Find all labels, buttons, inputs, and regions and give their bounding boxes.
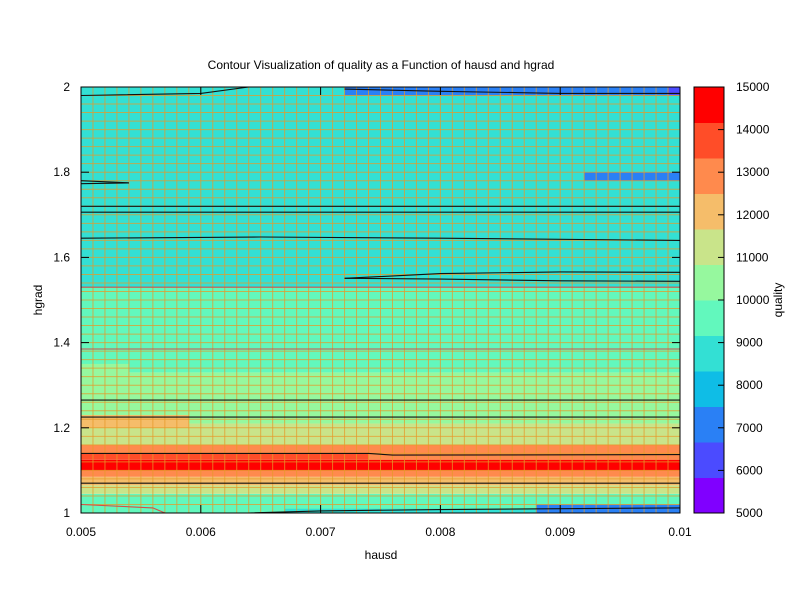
contour-line — [80, 236, 681, 241]
contour-line — [344, 277, 681, 282]
colorbar-tick-label: 15000 — [736, 80, 770, 94]
colorbar-tick-label: 10000 — [736, 293, 770, 307]
y-tick-label: 1.6 — [53, 250, 70, 264]
y-tick-label: 2 — [63, 80, 70, 94]
colorbar-swatch — [694, 442, 724, 478]
colorbar-swatch — [694, 300, 724, 336]
colorbar-swatch — [694, 335, 724, 372]
colorbar-swatch — [694, 122, 724, 159]
colorbar-swatch — [694, 158, 724, 194]
y-axis: 1 1.2 1.4 1.6 1.8 2 — [53, 80, 680, 520]
contour-line — [344, 271, 681, 279]
y-tick-label: 1.4 — [53, 336, 70, 350]
heatmap-patch — [81, 415, 189, 428]
plot-frame — [80, 86, 681, 514]
x-tick-label: 0.01 — [668, 525, 692, 539]
colorbar-swatch — [694, 371, 724, 407]
contour-line — [344, 88, 680, 94]
x-tick-label: 0.009 — [545, 525, 575, 539]
x-tick-label: 0.006 — [186, 525, 216, 539]
colorbar-tick-label: 7000 — [736, 421, 763, 435]
plot-grid — [81, 87, 680, 513]
chart-title: Contour Visualization of quality as a Fu… — [208, 58, 555, 72]
contour-line — [80, 182, 129, 185]
colorbar-tick-label: 12000 — [736, 208, 770, 222]
x-axis-label: hausd — [365, 548, 398, 562]
colorbar-swatch — [694, 229, 724, 265]
colorbar-axis: 5000 6000 7000 8000 9000 10000 11000 12000 13000… — [718, 80, 770, 520]
y-tick-label: 1 — [63, 506, 70, 520]
heatmap-patch — [284, 508, 537, 513]
colorbar-label: quality — [771, 283, 785, 318]
colorbar-tick-label: 14000 — [736, 123, 770, 137]
contour-line — [80, 503, 166, 514]
x-tick-label: 0.008 — [425, 525, 455, 539]
y-tick-label: 1.8 — [53, 165, 70, 179]
colorbar-tick-label: 11000 — [736, 250, 769, 264]
colorbar-swatch — [694, 87, 724, 123]
x-axis: 0.005 0.006 0.007 0.008 0.009 0.01 — [66, 87, 692, 539]
colorbar-tick-label: 6000 — [736, 463, 763, 477]
colorbar-tick-label: 8000 — [736, 378, 763, 392]
x-tick-label: 0.007 — [306, 525, 336, 539]
x-tick-label: 0.005 — [66, 525, 96, 539]
contour-line — [81, 452, 681, 456]
y-axis-label: hgrad — [31, 285, 45, 316]
colorbar-swatch — [694, 193, 724, 230]
y-tick-label: 1.2 — [53, 421, 70, 435]
colorbar-swatch — [694, 406, 724, 443]
colorbar-swatch — [694, 477, 724, 514]
colorbar-tick-label: 5000 — [736, 506, 763, 520]
colorbar-swatch — [694, 264, 724, 301]
colorbar-tick-label: 13000 — [736, 165, 770, 179]
heatmap-patch — [668, 87, 680, 96]
colorbar-tick-label: 9000 — [736, 336, 763, 350]
